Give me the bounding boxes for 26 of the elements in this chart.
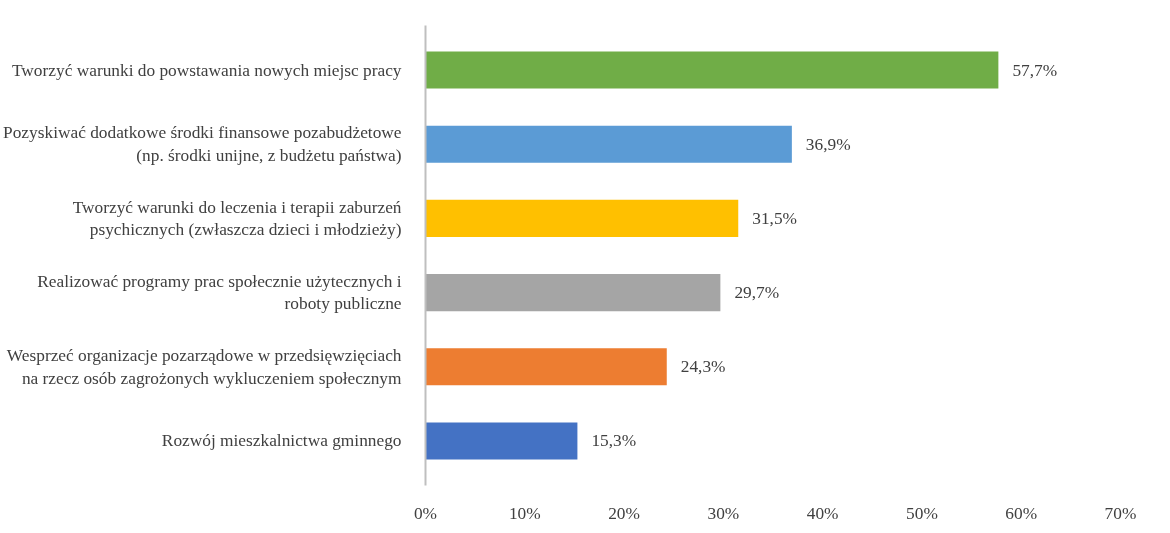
bar (425, 348, 667, 386)
bar (425, 125, 792, 163)
data-label: 24,3% (680, 357, 726, 377)
bar (425, 199, 739, 237)
x-tick-label: 60% (1005, 503, 1038, 523)
data-label: 36,9% (805, 134, 851, 154)
x-tick-label: 70% (1104, 503, 1137, 523)
bar (425, 51, 999, 89)
y-tick-label: Tworzyć warunki do leczenia i terapii zaburzeń psychicznych (zwłaszcza dzieci i młodzieży) (72, 197, 402, 240)
x-tick-label: 20% (608, 503, 640, 523)
y-tick-label: Realizować programy prac społecznie użytecznych i roboty publiczne (37, 271, 402, 314)
x-tick-label: 40% (806, 503, 839, 523)
x-tick-label: 10% (508, 503, 541, 523)
y-tick-label: Tworzyć warunki do powstawania nowych miejsc pracy (11, 60, 402, 80)
x-tick-label: 50% (906, 503, 938, 523)
y-tick-label: Pozyskiwać dodatkowe środki finansowe pozabudżetowe (np. środki unijne, z budżetu państwa) (3, 123, 402, 166)
data-label: 29,7% (734, 283, 780, 303)
data-label: 31,5% (752, 208, 798, 228)
data-label: 57,7% (1012, 60, 1058, 80)
y-tick-label: Wesprzeć organizacje pozarządowe w przedsięwzięciach na rzecz osób zagrożonych wykluczeniem społecznym (6, 345, 403, 388)
data-label: 15,3% (591, 431, 637, 451)
x-tick-label: 0% (413, 503, 438, 523)
y-tick-label: Rozwój mieszkalnictwa gminnego (161, 431, 402, 451)
bar (425, 422, 578, 460)
bar (425, 274, 721, 312)
x-tick-label: 30% (707, 503, 740, 523)
